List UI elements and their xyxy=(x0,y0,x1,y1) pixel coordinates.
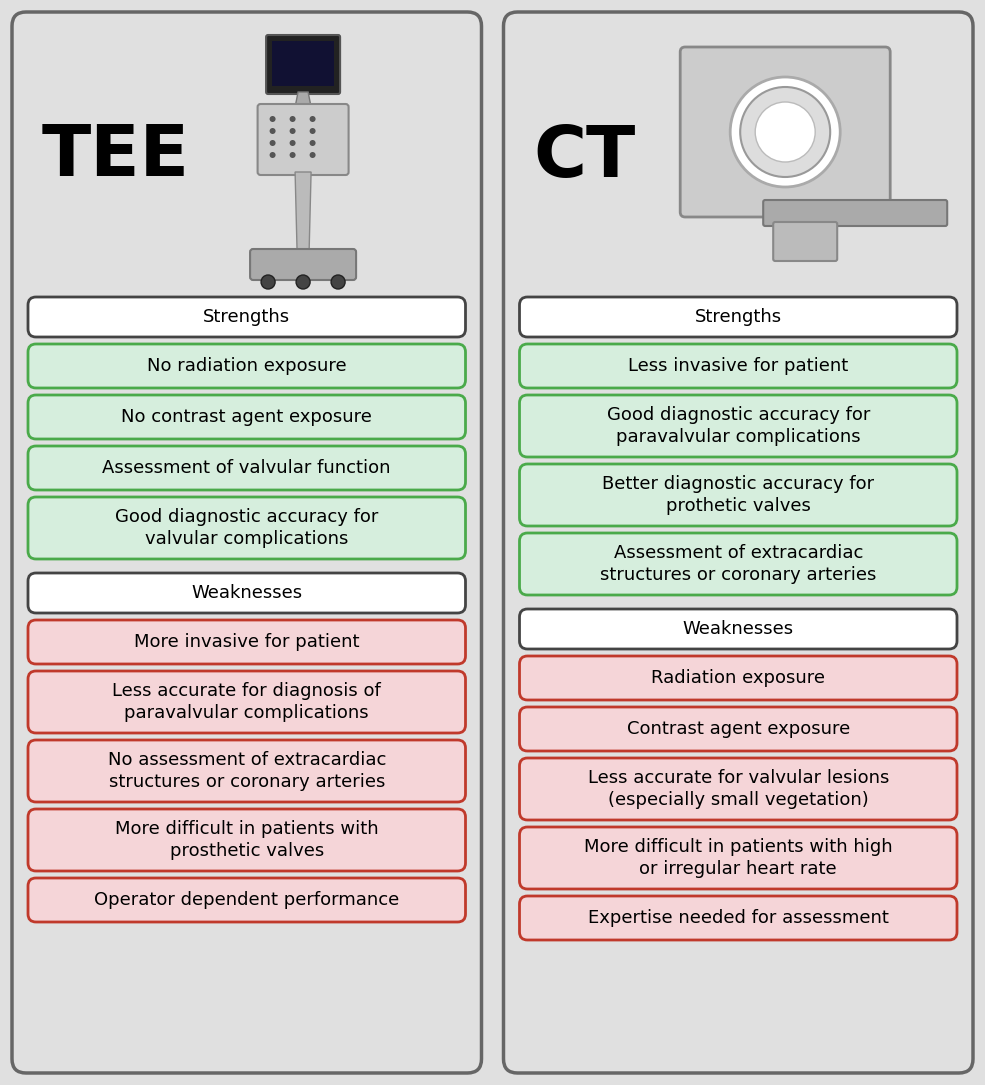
Circle shape xyxy=(309,152,315,158)
FancyBboxPatch shape xyxy=(28,497,466,559)
FancyBboxPatch shape xyxy=(28,297,466,337)
FancyBboxPatch shape xyxy=(773,222,837,261)
Circle shape xyxy=(755,102,816,162)
Text: No contrast agent exposure: No contrast agent exposure xyxy=(121,408,372,426)
FancyBboxPatch shape xyxy=(519,707,957,751)
Circle shape xyxy=(270,116,276,122)
Text: Radiation exposure: Radiation exposure xyxy=(651,669,825,687)
FancyBboxPatch shape xyxy=(28,740,466,802)
Text: Assessment of extracardiac
structures or coronary arteries: Assessment of extracardiac structures or… xyxy=(600,544,877,585)
FancyBboxPatch shape xyxy=(519,896,957,940)
Circle shape xyxy=(290,116,296,122)
Text: Strengths: Strengths xyxy=(203,308,291,326)
Text: Less invasive for patient: Less invasive for patient xyxy=(628,357,848,375)
Circle shape xyxy=(290,152,296,158)
FancyBboxPatch shape xyxy=(519,395,957,457)
Text: Operator dependent performance: Operator dependent performance xyxy=(95,891,399,909)
FancyBboxPatch shape xyxy=(763,200,948,226)
FancyBboxPatch shape xyxy=(519,344,957,388)
FancyBboxPatch shape xyxy=(28,671,466,733)
Text: Less accurate for valvular lesions
(especially small vegetation): Less accurate for valvular lesions (espe… xyxy=(588,768,888,809)
FancyBboxPatch shape xyxy=(28,573,466,613)
FancyBboxPatch shape xyxy=(250,248,357,280)
Text: Weaknesses: Weaknesses xyxy=(683,620,794,638)
FancyBboxPatch shape xyxy=(519,609,957,649)
FancyBboxPatch shape xyxy=(272,41,334,86)
FancyBboxPatch shape xyxy=(266,35,340,94)
FancyBboxPatch shape xyxy=(519,297,957,337)
FancyBboxPatch shape xyxy=(519,464,957,526)
FancyBboxPatch shape xyxy=(519,656,957,700)
Circle shape xyxy=(290,128,296,135)
Text: Good diagnostic accuracy for
valvular complications: Good diagnostic accuracy for valvular co… xyxy=(115,508,378,548)
Circle shape xyxy=(309,128,315,135)
Text: Assessment of valvular function: Assessment of valvular function xyxy=(102,459,391,477)
FancyBboxPatch shape xyxy=(28,446,466,490)
FancyBboxPatch shape xyxy=(519,533,957,595)
Polygon shape xyxy=(296,173,311,252)
FancyBboxPatch shape xyxy=(503,12,973,1073)
Text: Less accurate for diagnosis of
paravalvular complications: Less accurate for diagnosis of paravalvu… xyxy=(112,681,381,723)
FancyBboxPatch shape xyxy=(258,104,349,175)
FancyBboxPatch shape xyxy=(28,395,466,439)
Text: More difficult in patients with
prosthetic valves: More difficult in patients with prosthet… xyxy=(115,819,378,860)
Text: Weaknesses: Weaknesses xyxy=(191,584,302,602)
FancyBboxPatch shape xyxy=(28,620,466,664)
Text: Better diagnostic accuracy for
prothetic valves: Better diagnostic accuracy for prothetic… xyxy=(602,474,875,515)
Text: CT: CT xyxy=(534,123,635,191)
Circle shape xyxy=(730,77,840,187)
Text: Strengths: Strengths xyxy=(694,308,782,326)
Circle shape xyxy=(740,87,830,177)
FancyBboxPatch shape xyxy=(28,809,466,871)
Circle shape xyxy=(261,275,275,289)
FancyBboxPatch shape xyxy=(681,47,890,217)
Text: Contrast agent exposure: Contrast agent exposure xyxy=(626,720,850,738)
Text: Expertise needed for assessment: Expertise needed for assessment xyxy=(588,909,888,927)
Circle shape xyxy=(290,140,296,146)
Circle shape xyxy=(296,275,310,289)
FancyBboxPatch shape xyxy=(519,758,957,820)
FancyBboxPatch shape xyxy=(519,827,957,889)
Circle shape xyxy=(270,152,276,158)
Text: More invasive for patient: More invasive for patient xyxy=(134,633,360,651)
Circle shape xyxy=(270,128,276,135)
Circle shape xyxy=(309,140,315,146)
Text: No assessment of extracardiac
structures or coronary arteries: No assessment of extracardiac structures… xyxy=(107,751,386,791)
Circle shape xyxy=(331,275,345,289)
Text: TEE: TEE xyxy=(42,123,190,191)
FancyBboxPatch shape xyxy=(28,878,466,922)
FancyBboxPatch shape xyxy=(28,344,466,388)
Circle shape xyxy=(270,140,276,146)
Text: Good diagnostic accuracy for
paravalvular complications: Good diagnostic accuracy for paravalvula… xyxy=(607,406,870,446)
Polygon shape xyxy=(296,92,311,107)
FancyBboxPatch shape xyxy=(12,12,482,1073)
Circle shape xyxy=(309,116,315,122)
Text: More difficult in patients with high
or irregular heart rate: More difficult in patients with high or … xyxy=(584,838,892,879)
Text: No radiation exposure: No radiation exposure xyxy=(147,357,347,375)
